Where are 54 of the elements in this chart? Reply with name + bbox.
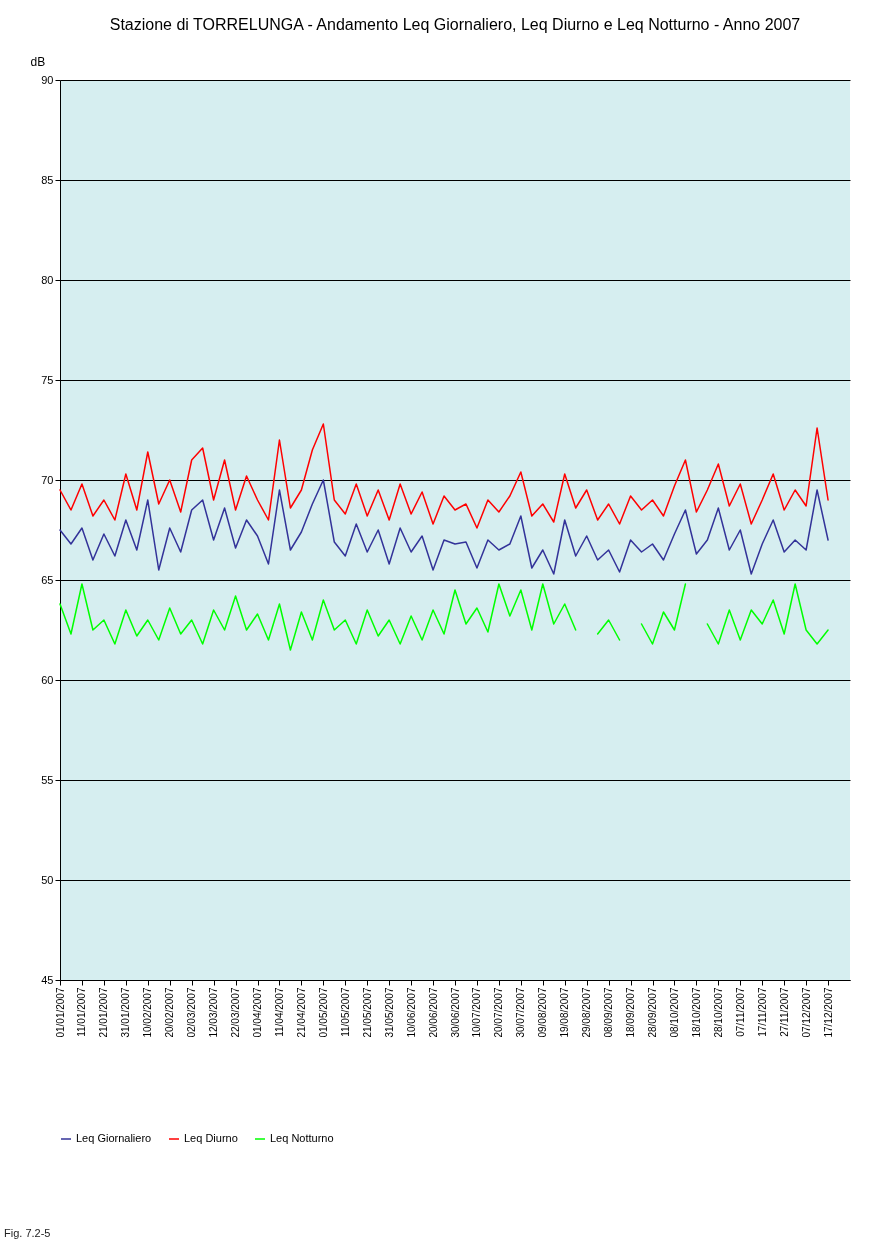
caption: Fig. 7.2-5 — [4, 1227, 51, 1239]
y-axis-title: dB — [30, 54, 46, 69]
x-tick-label: 17/11/2007 — [756, 987, 768, 1037]
y-tick-label: 90 — [41, 73, 54, 86]
x-tick-label: 08/10/2007 — [668, 987, 680, 1038]
x-tick-label: 11/05/2007 — [339, 987, 351, 1037]
y-tick-label: 60 — [41, 673, 54, 686]
legend-label: Leq Giornaliero — [76, 1132, 152, 1144]
x-tick-label: 21/01/2007 — [98, 987, 110, 1038]
x-tick-label: 29/08/2007 — [581, 987, 593, 1038]
y-tick-label: 70 — [41, 473, 54, 486]
y-tick-label: 85 — [41, 173, 54, 186]
x-tick-label: 20/06/2007 — [427, 987, 439, 1038]
x-tick-label: 18/10/2007 — [690, 987, 702, 1038]
x-tick-label: 11/01/2007 — [76, 987, 88, 1037]
x-tick-label: 01/05/2007 — [317, 987, 329, 1038]
x-tick-label: 28/10/2007 — [712, 987, 724, 1038]
x-tick-label: 08/09/2007 — [603, 987, 615, 1038]
line-series — [59, 479, 829, 575]
x-tick-label: 02/03/2007 — [186, 987, 198, 1038]
chart-title: Stazione di TORRELUNGA - Andamento Leq Giornaliero, Leq Diurno e Leq Notturno - Anno 2007 — [109, 16, 801, 33]
x-tick-label: 27/11/2007 — [778, 987, 790, 1037]
y-tick-label: 65 — [41, 573, 54, 586]
line-series — [59, 423, 829, 529]
x-tick-label: 10/07/2007 — [471, 987, 483, 1038]
x-tick-label: 12/03/2007 — [208, 987, 220, 1038]
x-tick-label: 09/08/2007 — [537, 987, 549, 1038]
x-tick-label: 22/03/2007 — [230, 987, 242, 1038]
y-tick-label: 45 — [41, 973, 54, 986]
x-tick-label: 01/01/2007 — [54, 987, 66, 1038]
y-tick-label: 80 — [41, 273, 54, 286]
x-tick-label: 20/07/2007 — [493, 987, 505, 1038]
x-tick-label: 28/09/2007 — [647, 987, 658, 1038]
x-tick-label: 10/06/2007 — [405, 987, 417, 1038]
x-tick-label: 18/09/2007 — [625, 987, 637, 1038]
legend-label: Leq Diurno — [184, 1132, 238, 1144]
x-tick-label: 11/04/2007 — [273, 987, 285, 1037]
x-tick-label: 10/02/2007 — [142, 987, 154, 1038]
x-tick-label: 31/05/2007 — [383, 987, 395, 1038]
x-tick-label: 07/12/2007 — [800, 987, 812, 1038]
x-tick-label: 30/06/2007 — [449, 987, 461, 1038]
x-tick-label: 07/11/2007 — [734, 987, 746, 1037]
y-tick-label: 55 — [41, 773, 54, 786]
x-tick-label: 21/05/2007 — [361, 987, 373, 1038]
x-tick-label: 30/07/2007 — [515, 987, 527, 1038]
legend-label: Leq Notturno — [270, 1132, 334, 1144]
x-tick-label: 20/02/2007 — [164, 987, 176, 1038]
x-tick-label: 17/12/2007 — [822, 987, 834, 1038]
x-tick-label: 31/01/2007 — [120, 987, 132, 1038]
y-tick-label: 75 — [41, 373, 54, 386]
x-tick-label: 21/04/2007 — [295, 987, 307, 1038]
x-tick-label: 01/04/2007 — [252, 987, 263, 1038]
y-tick-label: 50 — [41, 873, 54, 886]
x-tick-label: 19/08/2007 — [559, 987, 571, 1038]
